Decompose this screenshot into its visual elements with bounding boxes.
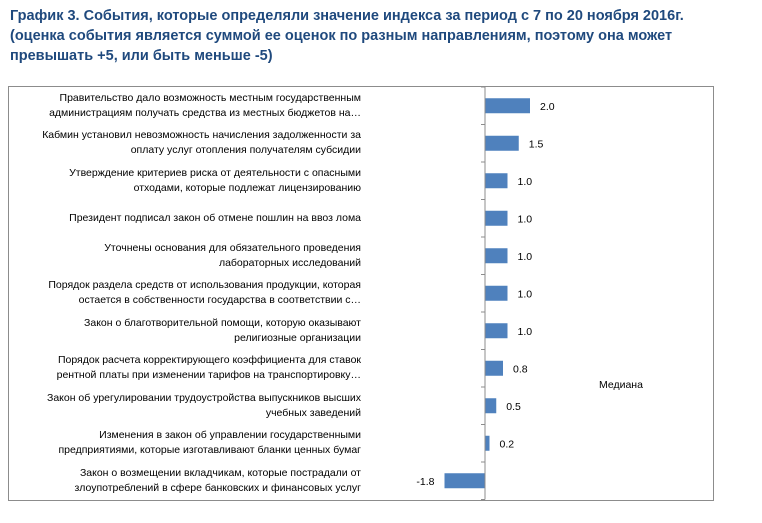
data-label: 1.0: [518, 326, 533, 338]
category-label: Порядок раздела средств от использования…: [48, 279, 361, 307]
data-label: 0.8: [513, 363, 528, 375]
data-label: 2.0: [540, 101, 555, 113]
category-label: Порядок расчета корректирующего коэффици…: [56, 354, 361, 382]
data-label: -1.8: [416, 476, 434, 488]
category-label: Изменения в закон об управлении государс…: [58, 429, 361, 457]
category-label: Президент подписал закон об отмене пошли…: [69, 211, 361, 224]
category-label: Кабмин установил невозможность начислени…: [42, 129, 361, 157]
bar: [485, 173, 508, 189]
bar: [485, 248, 508, 264]
data-label: 1.5: [529, 138, 544, 150]
bar: [485, 285, 508, 301]
bar: [485, 323, 508, 339]
category-label: Правительство дало возможность местным г…: [49, 91, 361, 119]
data-label: 1.0: [518, 288, 533, 300]
category-label: Уточнены основания для обязательного про…: [104, 241, 361, 269]
data-label: 1.0: [518, 213, 533, 225]
bar: [485, 435, 490, 451]
bar: [485, 98, 530, 114]
category-label: Закон о возмещении вкладчикам, которые п…: [74, 466, 361, 494]
bar: [485, 398, 497, 414]
chart-title: График 3. События, которые определяли зн…: [10, 8, 684, 64]
chart-frame: 2.0 1.5 1.0 1.0 1.0 1.0 1.0 0.8 0.5 0.2 -1.8 Прави…: [8, 86, 714, 501]
category-label: Утверждение критериев риска от деятельно…: [69, 166, 361, 194]
data-label: 0.2: [500, 438, 515, 450]
data-label: 1.0: [518, 251, 533, 263]
bar: [485, 210, 508, 226]
bar: [485, 360, 503, 376]
category-label: Закон о благотворительной помощи, котору…: [84, 316, 361, 344]
bar-chart: 2.0 1.5 1.0 1.0 1.0 1.0 1.0 0.8 0.5 0.2 -1.8: [416, 87, 555, 500]
bar: [444, 473, 485, 489]
category-label: Закон об урегулировании трудоустройства …: [46, 391, 361, 419]
bar: [485, 135, 519, 151]
legend-label: Медиана: [599, 379, 643, 391]
data-label: 1.0: [518, 176, 533, 188]
data-label: 0.5: [506, 401, 521, 413]
